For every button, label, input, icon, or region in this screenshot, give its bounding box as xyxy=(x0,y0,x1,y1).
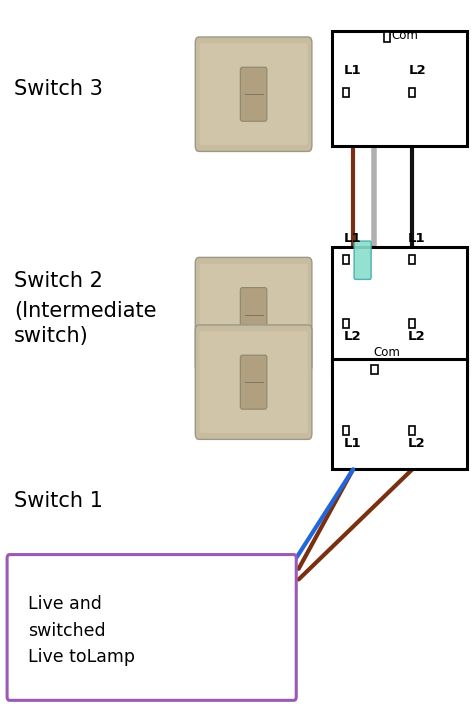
Text: L2: L2 xyxy=(344,331,361,343)
FancyBboxPatch shape xyxy=(7,555,296,700)
FancyBboxPatch shape xyxy=(200,43,308,145)
Bar xyxy=(343,425,349,434)
Bar xyxy=(332,247,467,379)
FancyBboxPatch shape xyxy=(354,241,371,279)
FancyBboxPatch shape xyxy=(195,325,312,439)
Bar xyxy=(332,31,467,146)
Text: (Intermediate
switch): (Intermediate switch) xyxy=(14,301,157,346)
Bar xyxy=(343,87,349,97)
Bar xyxy=(332,359,467,469)
Bar xyxy=(410,87,415,97)
FancyBboxPatch shape xyxy=(195,37,312,151)
Text: L1: L1 xyxy=(408,232,425,245)
Text: L2: L2 xyxy=(408,331,425,343)
Text: Switch 2: Switch 2 xyxy=(14,271,103,291)
Bar xyxy=(384,32,390,41)
Text: L1: L1 xyxy=(344,437,361,450)
FancyBboxPatch shape xyxy=(240,68,267,121)
Bar xyxy=(410,255,415,264)
Text: Switch 3: Switch 3 xyxy=(14,79,103,99)
Bar xyxy=(343,255,349,264)
Text: L1: L1 xyxy=(344,232,361,245)
FancyBboxPatch shape xyxy=(200,264,308,365)
FancyBboxPatch shape xyxy=(195,257,312,372)
Text: Com: Com xyxy=(391,29,418,42)
Text: L1: L1 xyxy=(344,64,361,77)
Bar xyxy=(372,365,377,374)
Text: Com: Com xyxy=(374,346,401,359)
Bar xyxy=(343,319,349,328)
FancyBboxPatch shape xyxy=(200,331,308,433)
Text: L2: L2 xyxy=(409,64,426,77)
Text: L2: L2 xyxy=(408,437,425,450)
Text: Live and
switched
Live toLamp: Live and switched Live toLamp xyxy=(28,595,136,666)
FancyBboxPatch shape xyxy=(240,288,267,342)
FancyBboxPatch shape xyxy=(240,356,267,410)
Bar xyxy=(410,425,415,434)
Bar xyxy=(410,319,415,328)
Text: Switch 1: Switch 1 xyxy=(14,491,103,511)
